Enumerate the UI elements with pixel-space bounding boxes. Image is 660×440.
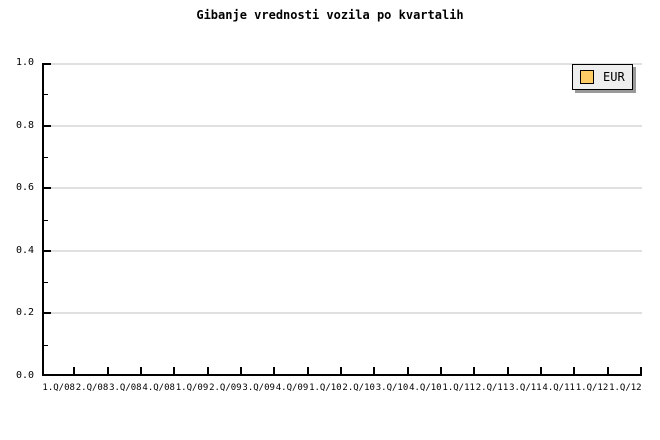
y-gridline <box>44 187 642 189</box>
y-axis-tick-label: 0.0 <box>15 370 34 381</box>
y-axis-line <box>42 63 44 376</box>
y-major-tick <box>44 125 51 127</box>
x-tick <box>240 367 242 374</box>
plot-area <box>42 63 642 376</box>
x-axis-tick-label: 3.Q/10 <box>375 383 409 393</box>
x-axis-tick-label: 1.Q/09 <box>175 383 209 393</box>
x-axis-tick-label: 3.Q/09 <box>242 383 275 393</box>
x-tick <box>73 367 75 374</box>
x-tick <box>307 367 309 374</box>
y-minor-tick <box>44 157 48 158</box>
y-axis-tick-label: 0.2 <box>15 307 34 318</box>
y-gridline <box>44 312 642 314</box>
y-axis-tick-label: 0.6 <box>15 182 34 193</box>
legend: EUR <box>572 64 633 90</box>
y-gridline <box>44 125 642 127</box>
y-minor-tick <box>44 282 48 283</box>
chart-title: Gibanje vrednosti vozila po kvartalih <box>196 8 464 22</box>
x-axis-tick-label: 1.Q/11 <box>442 383 475 393</box>
x-tick <box>473 367 475 374</box>
x-tick <box>640 367 642 374</box>
x-axis-tick-label: 1.Q/08 <box>42 383 75 393</box>
x-tick <box>207 367 209 374</box>
x-tick <box>173 367 175 374</box>
y-major-tick <box>44 312 51 314</box>
y-axis-top-tick <box>44 63 51 65</box>
x-tick <box>373 367 375 374</box>
y-major-tick <box>44 250 51 252</box>
x-tick <box>540 367 542 374</box>
y-gridline <box>44 250 642 252</box>
y-minor-tick <box>44 94 48 95</box>
x-tick <box>507 367 509 374</box>
x-tick <box>273 367 275 374</box>
x-tick <box>340 367 342 374</box>
x-axis-tick-label: 4.Q/08 <box>142 383 175 393</box>
x-axis-tick-label: 2.Q/11 <box>475 383 509 393</box>
x-tick <box>607 367 609 374</box>
x-axis-tick-label: 4.Q/11 <box>542 383 575 393</box>
x-axis-tick-label: 3.Q/08 <box>109 383 142 393</box>
x-axis-tick-label: 4.Q/09 <box>275 383 309 393</box>
x-axis-tick-label: 1.Q/10 <box>309 383 342 393</box>
y-minor-tick <box>44 220 48 221</box>
x-tick <box>107 367 109 374</box>
y-gridline <box>44 63 642 65</box>
y-minor-tick <box>44 345 48 346</box>
legend-swatch-eur <box>580 70 594 84</box>
x-axis-tick-label: 4.Q/10 <box>409 383 442 393</box>
x-axis-tick-label: 2.Q/10 <box>342 383 375 393</box>
x-tick <box>407 367 409 374</box>
y-axis-tick-label: 0.4 <box>15 245 34 256</box>
x-tick <box>440 367 442 374</box>
x-axis-tick-label: 2.Q/08 <box>75 383 109 393</box>
x-axis-tick-label: 1.Q/12 <box>575 383 609 393</box>
x-axis-tick-label: 2.Q/09 <box>209 383 242 393</box>
y-major-tick <box>44 187 51 189</box>
x-tick <box>573 367 575 374</box>
y-axis-tick-label: 0.8 <box>15 120 34 131</box>
x-axis-line <box>42 374 642 376</box>
x-axis-tick-label: 1.Q/12 <box>609 383 642 393</box>
y-axis-tick-label: 1.0 <box>15 57 34 68</box>
legend-label-eur: EUR <box>603 70 625 84</box>
x-tick <box>140 367 142 374</box>
x-axis-tick-label: 3.Q/11 <box>509 383 542 393</box>
